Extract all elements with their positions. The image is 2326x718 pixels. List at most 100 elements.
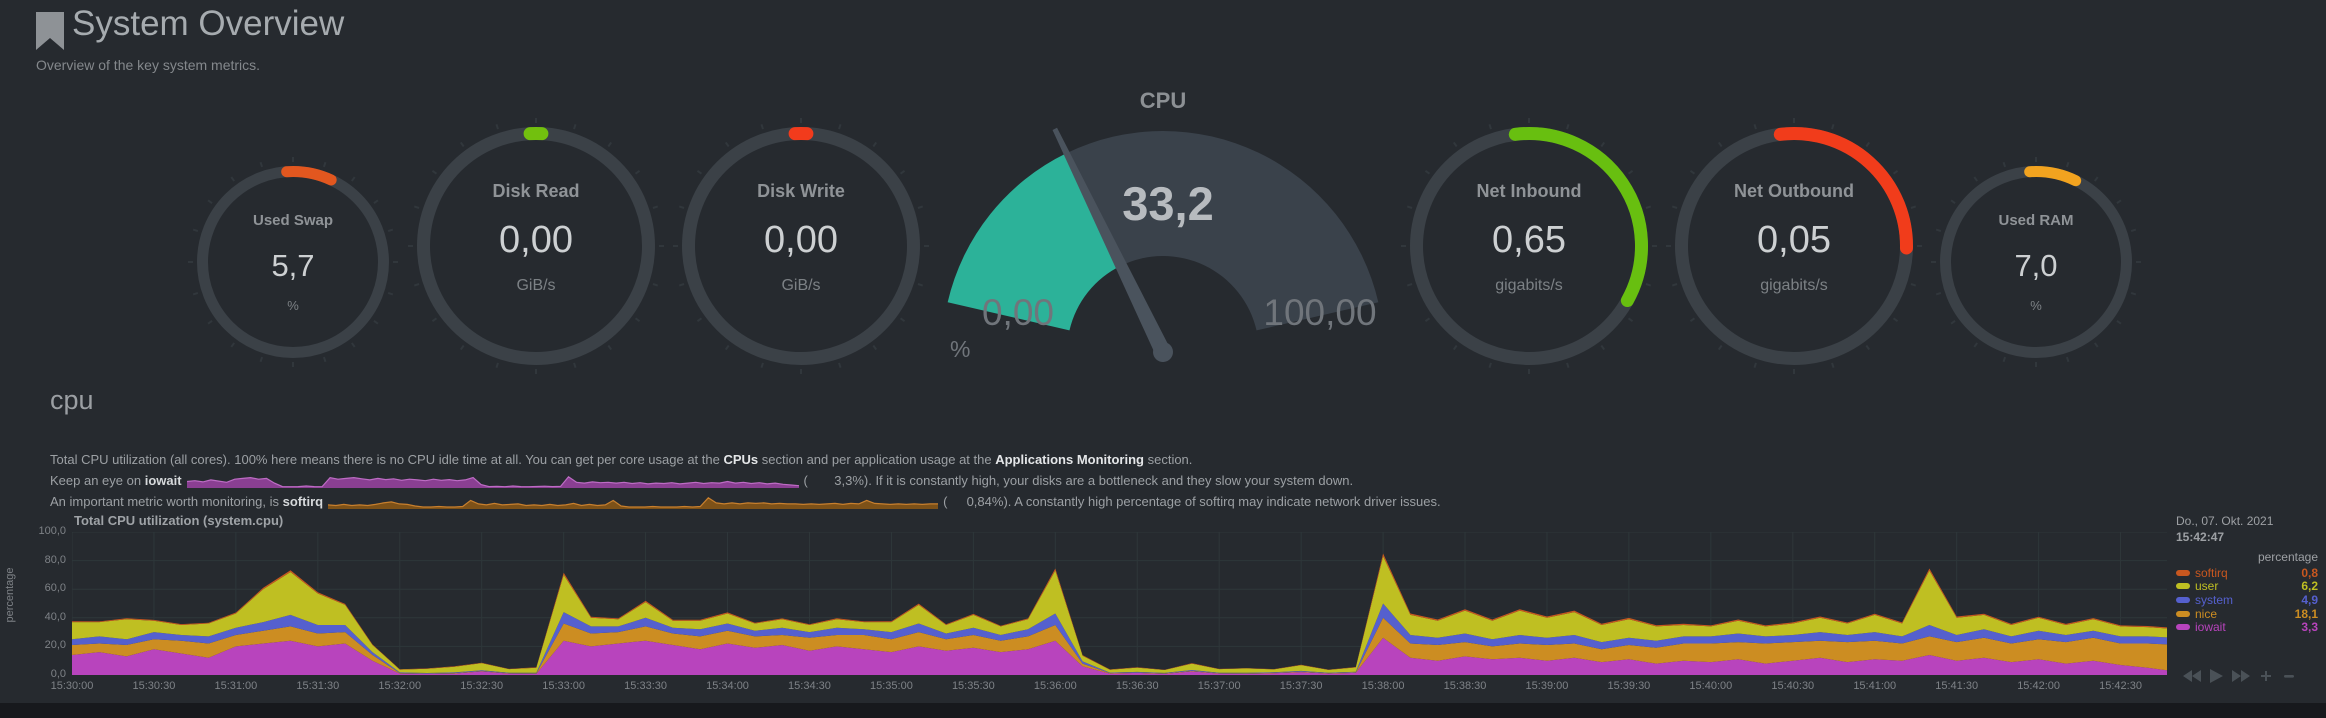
bottom-bar <box>0 703 2326 718</box>
y-tick-label: 20,0 <box>44 639 66 652</box>
zoom-in-button[interactable] <box>2259 669 2273 683</box>
legend-swatch-system <box>2176 596 2190 603</box>
y-tick-label: 80,0 <box>44 553 66 566</box>
x-tick-label: 15:41:00 <box>1853 680 1897 692</box>
x-tick-label: 15:31:00 <box>214 680 258 692</box>
legend-name: iowait <box>2195 620 2226 635</box>
legend-value: 3,3 <box>2301 620 2318 635</box>
x-tick-label: 15:36:30 <box>1115 680 1159 692</box>
zoom-out-button[interactable] <box>2282 669 2296 683</box>
legend-unit-label: percentage <box>2257 550 2318 564</box>
legend-value: 0,8 <box>2301 565 2318 580</box>
x-tick-label: 15:41:30 <box>1935 680 1979 692</box>
legend-time: 15:42:47 <box>2176 530 2225 544</box>
x-tick-label: 15:37:00 <box>1197 680 1241 692</box>
y-tick-label: 60,0 <box>44 582 66 595</box>
desc-text: ). A constantly high percentage of softi… <box>1003 494 1441 509</box>
net-outbound-gauge-chart[interactable] <box>1661 113 1927 379</box>
legend-swatch-user <box>2176 583 2190 590</box>
x-tick-label: 15:32:00 <box>378 680 422 692</box>
net-inbound-gauge-chart[interactable] <box>1396 113 1662 379</box>
legend-name: softirq <box>2195 565 2228 580</box>
desc-text: Total CPU utilization (all cores). 100% … <box>50 452 724 467</box>
desc-text: section. <box>1143 452 1193 467</box>
legend-item-user[interactable]: user 6,2 <box>2176 579 2318 594</box>
x-tick-label: 15:34:00 <box>706 680 749 692</box>
cpu-utilization-chart[interactable] <box>71 531 2167 676</box>
legend-rows: softirq 0,8 user 6,2 system 4,9 nice 18,1 iowait… <box>2176 566 2318 634</box>
used-swap-gauge-chart[interactable] <box>183 152 403 372</box>
iowait-sparkline-chart[interactable] <box>186 475 799 488</box>
page-subtitle: Overview of the key system metrics. <box>36 57 261 73</box>
desc-text: section and per application usage at the <box>758 452 996 467</box>
x-tick-label: 15:30:00 <box>50 680 94 692</box>
x-tick-label: 15:40:30 <box>1771 680 1815 692</box>
used-ram-gauge-chart[interactable] <box>1926 152 2146 372</box>
cpu-description-line-2: Keep an eye on iowait (3,3%). If it is co… <box>50 473 1353 488</box>
chart-legend: Do., 07. Okt. 2021 15:42:47 percentage s… <box>2172 512 2322 642</box>
x-tick-label: 15:33:30 <box>624 680 667 692</box>
x-tick-label: 15:38:30 <box>1443 680 1487 692</box>
softirq-inline-value: 0,84% <box>966 494 1004 509</box>
cpu-gauge-chart[interactable] <box>943 82 1383 392</box>
x-tick-label: 15:42:00 <box>2017 680 2061 692</box>
desc-text: An important metric worth monitoring, is <box>50 494 283 509</box>
x-tick-label: 15:31:30 <box>296 680 340 692</box>
y-tick-label: 0,0 <box>50 668 66 680</box>
legend-value: 4,9 <box>2301 592 2318 607</box>
legend-item-softirq[interactable]: softirq 0,8 <box>2176 566 2318 580</box>
x-tick-label: 15:34:30 <box>788 680 831 692</box>
play-button[interactable] <box>2210 669 2223 683</box>
x-tick-label: 15:35:30 <box>951 680 995 692</box>
x-tick-label: 15:39:30 <box>1607 680 1651 692</box>
area-series-system <box>72 603 2167 674</box>
x-tick-label: 15:38:00 <box>1361 680 1405 692</box>
x-tick-label: 15:40:00 <box>1689 680 1733 692</box>
iowait-keyword: iowait <box>144 473 182 488</box>
cpu-description-line-3: An important metric worth monitoring, is… <box>50 494 1441 509</box>
applications-monitoring-link[interactable]: Applications Monitoring <box>995 452 1144 467</box>
legend-swatch-nice <box>2176 610 2190 617</box>
legend-swatch-iowait <box>2176 624 2190 631</box>
legend-item-nice[interactable]: nice 18,1 <box>2176 607 2318 621</box>
disk-write-gauge-chart[interactable] <box>668 113 934 379</box>
legend-name: nice <box>2195 606 2218 621</box>
x-tick-label: 15:39:00 <box>1525 680 1569 692</box>
x-tick-label: 15:36:00 <box>1033 680 1077 692</box>
desc-text: ( <box>943 494 948 509</box>
y-tick-label: 40,0 <box>44 610 66 623</box>
chart-toolbox <box>2183 668 2326 684</box>
legend-name: system <box>2195 592 2234 607</box>
legend-value: 18,1 <box>2294 606 2318 621</box>
softirq-keyword: softirq <box>282 494 324 509</box>
y-tick-label: 100,0 <box>38 525 66 537</box>
section-header-cpu: cpu <box>50 385 94 415</box>
legend-item-iowait[interactable]: iowait 3,3 <box>2176 620 2318 634</box>
bookmark-icon <box>36 12 64 50</box>
cpu-description-line-1: Total CPU utilization (all cores). 100% … <box>50 452 1192 467</box>
softirq-sparkline-chart[interactable] <box>328 496 939 509</box>
legend-item-system[interactable]: system 4,9 <box>2176 593 2318 607</box>
desc-text: ). If it is constantly high, your disks … <box>863 473 1354 488</box>
cpu-gauge-value: 33,2 <box>1122 177 1214 230</box>
legend-value: 6,2 <box>2301 579 2318 594</box>
cpu-gauge-title: CPU <box>1139 88 1187 113</box>
x-tick-label: 15:32:30 <box>460 680 504 692</box>
legend-date: Do., 07. Okt. 2021 <box>2176 514 2274 528</box>
pan-forward-button[interactable] <box>2232 669 2250 683</box>
cpu-gauge-max-label: 100,00 <box>1263 292 1377 333</box>
disk-read-gauge-chart[interactable] <box>403 113 669 379</box>
cpus-section-link[interactable]: CPUs <box>723 452 759 467</box>
area-series-nice <box>72 617 2167 674</box>
pan-backward-button[interactable] <box>2183 669 2201 683</box>
chart-plot-svg[interactable] <box>71 531 2167 676</box>
desc-text: ( <box>803 473 808 488</box>
page-title: System Overview <box>72 4 345 43</box>
desc-text: Keep an eye on <box>50 473 145 488</box>
x-tick-label: 15:33:00 <box>542 680 586 692</box>
x-tick-label: 15:42:30 <box>2099 680 2142 692</box>
x-tick-label: 15:30:30 <box>132 680 176 692</box>
cpu-gauge-min-label: 0,00 <box>981 292 1054 333</box>
x-tick-label: 15:37:30 <box>1279 680 1323 692</box>
